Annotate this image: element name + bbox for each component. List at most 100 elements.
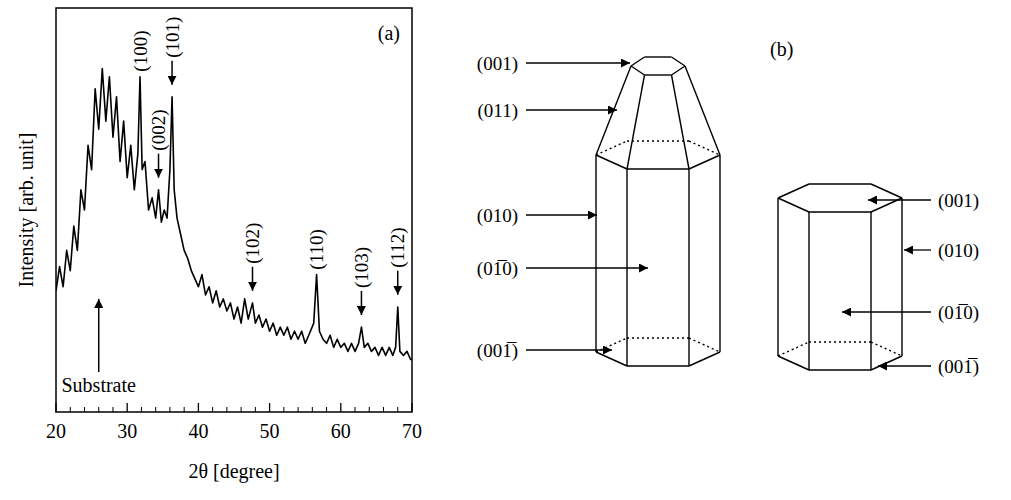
face-label: (001̅) bbox=[477, 340, 518, 362]
face-label: (011) bbox=[478, 100, 518, 122]
peak-label: (002) bbox=[148, 110, 170, 151]
crystal-edge bbox=[809, 369, 871, 370]
face-arrow bbox=[868, 199, 931, 200]
face-arrow bbox=[842, 311, 931, 312]
x-tick-label: 50 bbox=[260, 420, 280, 442]
crystal-edge bbox=[596, 155, 627, 169]
crystal-edge bbox=[809, 183, 871, 184]
crystal-edge bbox=[672, 57, 686, 66]
face-label: (001) bbox=[477, 53, 518, 75]
x-tick-label: 60 bbox=[331, 420, 351, 442]
peak-label: (102) bbox=[242, 223, 264, 264]
face-label: (010) bbox=[477, 205, 518, 227]
x-minor-tick bbox=[112, 407, 113, 412]
crystal-edge bbox=[627, 75, 645, 169]
face-arrow bbox=[526, 109, 617, 110]
crystal-edge bbox=[778, 198, 809, 212]
face-arrow bbox=[526, 349, 612, 350]
peak-label: (112) bbox=[387, 227, 409, 267]
x-tick-label: 20 bbox=[46, 420, 66, 442]
peak-label: (110) bbox=[306, 229, 328, 269]
peak-label: (101) bbox=[162, 17, 184, 58]
crystal-edge bbox=[689, 338, 720, 352]
figure: 20 30 40 50 60 70 2θ [degree] Intensity [arb. u… bbox=[0, 0, 1011, 500]
crystal-edge bbox=[778, 342, 809, 356]
crystal-edge bbox=[672, 75, 690, 169]
crystal-edge bbox=[689, 155, 720, 169]
peak-arrow bbox=[361, 291, 363, 315]
crystal-edge bbox=[595, 155, 596, 352]
x-minor-tick bbox=[84, 407, 85, 412]
crystal-edge bbox=[627, 337, 689, 338]
crystal-edge bbox=[645, 74, 672, 75]
crystal-edge bbox=[777, 198, 778, 356]
face-arrow bbox=[526, 267, 648, 268]
crystal-edge bbox=[627, 168, 689, 169]
panel-label: (a) bbox=[378, 22, 400, 45]
x-tick bbox=[411, 403, 412, 412]
x-tick bbox=[127, 403, 128, 412]
crystal-edge bbox=[870, 212, 871, 370]
plot-area bbox=[56, 69, 412, 360]
y-axis-title: Intensity [arb. unit] bbox=[15, 133, 38, 288]
x-minor-tick bbox=[369, 407, 370, 412]
xrd-pattern bbox=[56, 69, 412, 360]
plot-frame bbox=[56, 8, 412, 412]
x-minor-tick bbox=[212, 407, 213, 412]
x-minor-tick bbox=[155, 407, 156, 412]
x-tick-label: 40 bbox=[188, 420, 208, 442]
substrate-label: Substrate bbox=[62, 374, 137, 396]
face-label: (01̅0) bbox=[938, 302, 979, 324]
panel-label: (b) bbox=[770, 38, 793, 61]
x-tick bbox=[55, 403, 56, 412]
crystal-edge bbox=[809, 211, 871, 212]
x-minor-tick bbox=[255, 407, 256, 412]
face-label: (001) bbox=[938, 190, 979, 212]
x-minor-tick bbox=[326, 407, 327, 412]
x-minor-tick bbox=[141, 407, 142, 412]
crystal-edge bbox=[808, 212, 809, 370]
crystal-edge bbox=[627, 140, 689, 141]
face-arrow bbox=[526, 214, 597, 215]
x-minor-tick bbox=[283, 407, 284, 412]
peak-arrow bbox=[252, 267, 254, 291]
x-tick-label: 70 bbox=[402, 420, 422, 442]
face-arrow bbox=[904, 249, 931, 250]
x-tick bbox=[269, 403, 270, 412]
crystal-edge bbox=[778, 184, 809, 198]
crystal-edge bbox=[631, 57, 645, 66]
x-minor-tick bbox=[397, 407, 398, 412]
crystal-edge bbox=[688, 169, 689, 366]
crystal-edge bbox=[871, 342, 902, 356]
x-axis-title: 2θ [degree] bbox=[188, 460, 279, 483]
crystal-edge bbox=[719, 155, 720, 352]
x-minor-tick bbox=[355, 407, 356, 412]
face-arrow bbox=[878, 365, 931, 366]
x-minor-tick bbox=[70, 407, 71, 412]
crystal-edge bbox=[871, 184, 902, 198]
crystal-edge bbox=[689, 141, 720, 155]
x-tick bbox=[340, 403, 341, 412]
peak-arrow bbox=[397, 271, 399, 295]
face-label: (001̅) bbox=[938, 356, 979, 378]
peak-label: (103) bbox=[351, 247, 373, 288]
peak-arrow bbox=[158, 154, 160, 178]
crystal-edge bbox=[689, 352, 720, 366]
crystal-edge bbox=[596, 352, 627, 366]
x-tick bbox=[198, 403, 199, 412]
x-minor-tick bbox=[241, 407, 242, 412]
x-minor-tick bbox=[312, 407, 313, 412]
x-minor-tick bbox=[98, 407, 99, 412]
crystal-edge bbox=[871, 356, 902, 370]
substrate-arrow bbox=[98, 299, 100, 372]
crystal-edge bbox=[809, 341, 871, 342]
crystal-edge bbox=[685, 66, 720, 155]
x-minor-tick bbox=[298, 407, 299, 412]
peak-label: (100) bbox=[130, 31, 152, 72]
x-minor-tick bbox=[184, 407, 185, 412]
crystal-edge bbox=[672, 66, 686, 75]
x-minor-tick bbox=[169, 407, 170, 412]
x-tick-label: 30 bbox=[117, 420, 137, 442]
x-minor-tick bbox=[226, 407, 227, 412]
crystal-edge bbox=[645, 56, 672, 57]
